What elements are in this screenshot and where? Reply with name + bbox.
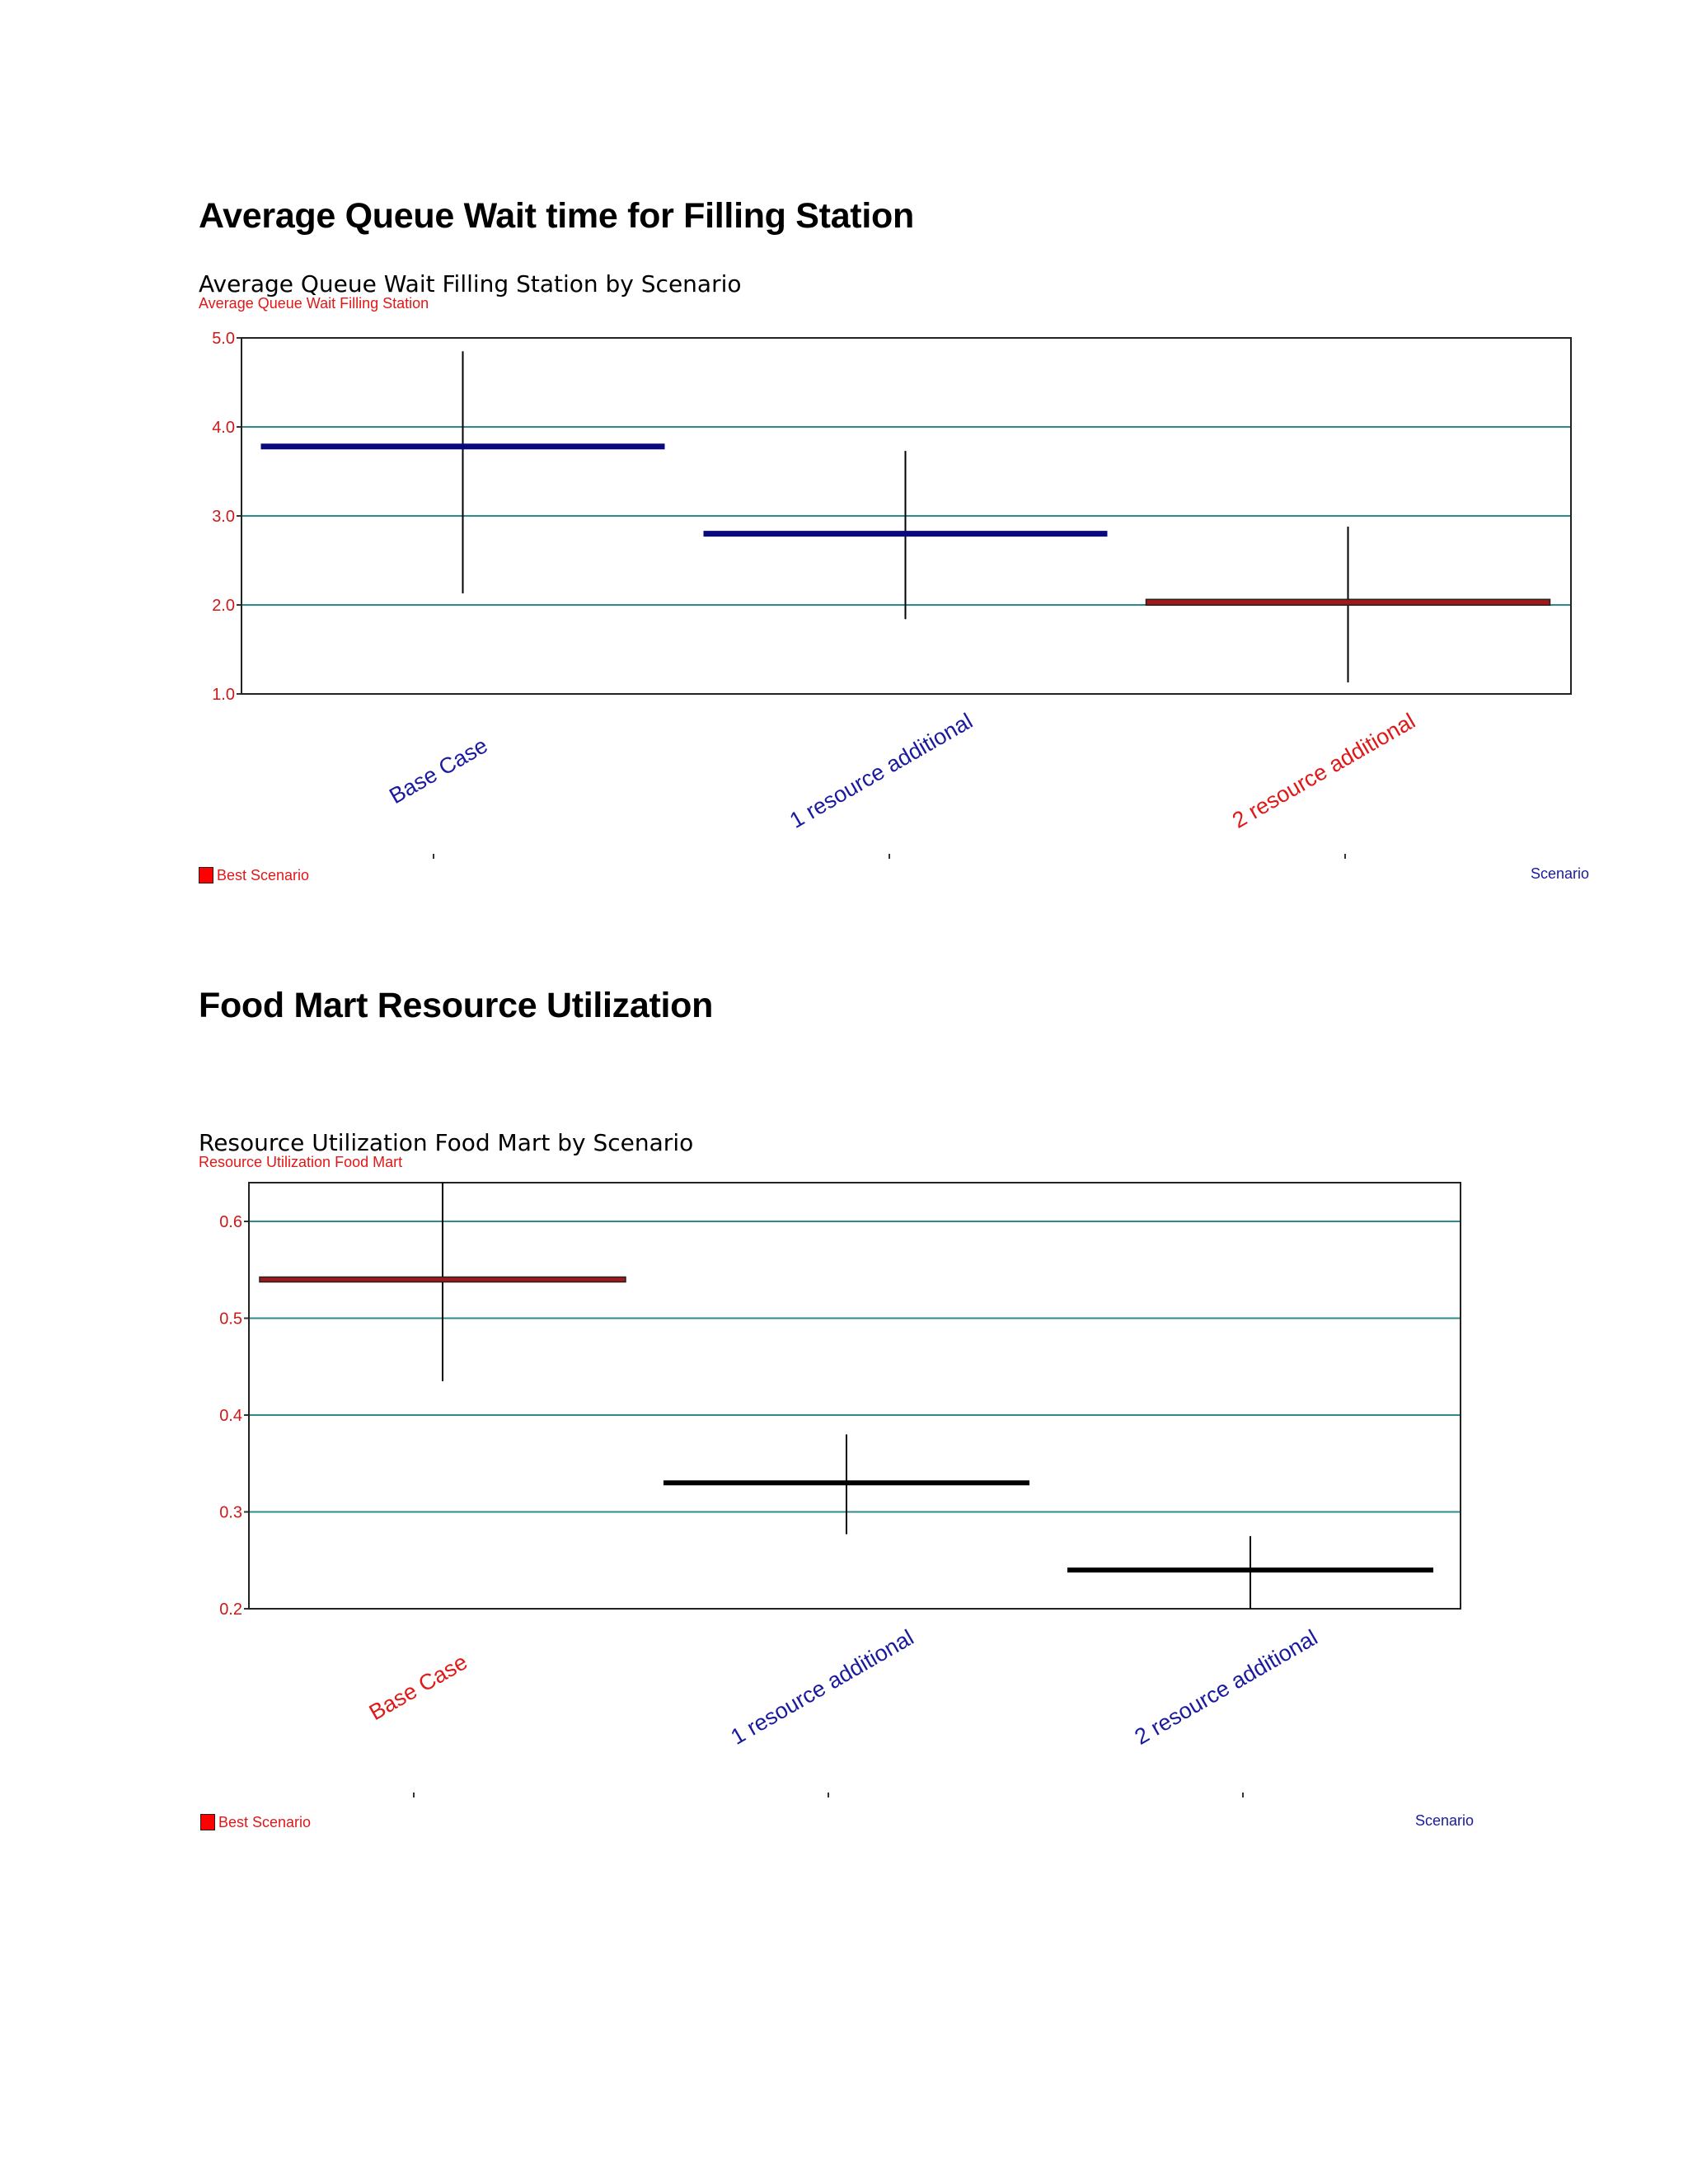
- chart1-subtitle: Average Queue Wait Filling Station: [199, 295, 429, 312]
- chart2-legend-label: Best Scenario: [218, 1814, 312, 1830]
- chart2-subtitle: Resource Utilization Food Mart: [199, 1154, 403, 1170]
- x-category-label: 1 resource additional: [785, 709, 977, 833]
- x-category-label: 1 resource additional: [726, 1625, 917, 1750]
- y-tick-label: 2.0: [212, 597, 235, 615]
- x-category-label: 2 resource additional: [1228, 709, 1419, 833]
- chart1-x-axis-name: Scenario: [1531, 865, 1590, 882]
- page-heading-filling-station: Average Queue Wait time for Filling Stat…: [199, 196, 914, 236]
- y-tick-label: 4.0: [212, 419, 235, 437]
- y-tick-label: 1.0: [212, 686, 235, 704]
- x-category-label: Base Case: [385, 733, 491, 808]
- chart1-legend-label: Best Scenario: [217, 867, 310, 883]
- chart1-plot: 1.0 2.0 3.0 4.0 5.0 Base Case 1 resource addit…: [212, 330, 1572, 859]
- mean-bar: [260, 443, 665, 450]
- chart2-legend-swatch: [200, 1814, 215, 1830]
- y-tick-label: 0.3: [219, 1504, 242, 1522]
- page-heading-food-mart: Food Mart Resource Utilization: [199, 986, 714, 1025]
- mean-bar: [1067, 1568, 1433, 1572]
- y-tick-label: 5.0: [212, 330, 235, 348]
- x-category-label: Base Case: [365, 1649, 471, 1725]
- y-tick-label: 0.6: [219, 1213, 242, 1231]
- chart1-legend-swatch: [199, 867, 213, 883]
- mean-bar: [703, 531, 1108, 537]
- y-tick-label: 0.4: [219, 1407, 242, 1425]
- plot-frame: [241, 337, 1572, 695]
- y-tick-label: 0.5: [219, 1310, 242, 1329]
- y-tick-label: 3.0: [212, 508, 235, 526]
- chart1-title: Average Queue Wait Filling Station by Sc…: [199, 270, 742, 298]
- mean-bar: [663, 1480, 1029, 1486]
- mean-bar: [259, 1276, 626, 1283]
- plot-frame: [248, 1182, 1461, 1610]
- chart2-x-axis-name: Scenario: [1415, 1812, 1475, 1829]
- y-tick-label: 0.2: [219, 1601, 242, 1619]
- chart2-title: Resource Utilization Food Mart by Scenar…: [199, 1129, 694, 1156]
- chart2-plot: 0.2 0.3 0.4 0.5 0.6 Base Case 1 resource addit…: [219, 1182, 1461, 1797]
- mean-bar: [1145, 598, 1551, 607]
- x-category-label: 2 resource additional: [1130, 1625, 1321, 1750]
